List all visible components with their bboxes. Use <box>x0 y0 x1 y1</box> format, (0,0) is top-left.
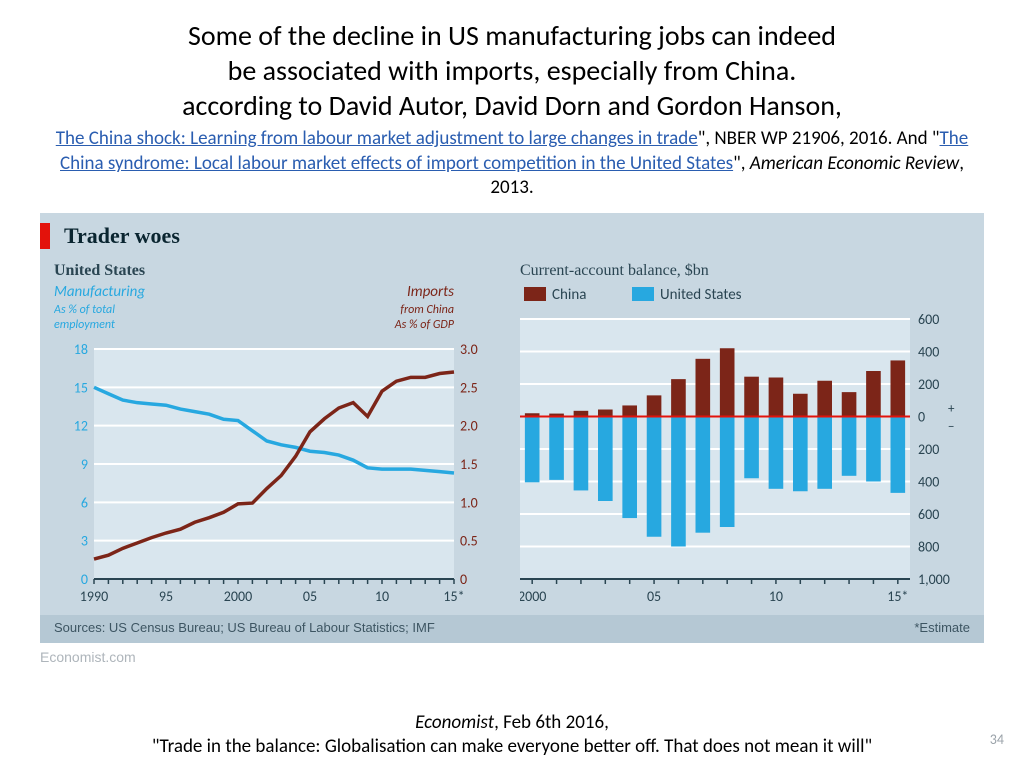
title-line1: Some of the decline in US manufacturing … <box>188 18 836 53</box>
svg-text:3: 3 <box>81 533 88 550</box>
chart-title: Trader woes <box>64 223 180 249</box>
economist-watermark: Economist.com <box>40 649 136 665</box>
citation-text-1: ", NBER WP 21906, 2016. And " <box>698 127 940 150</box>
svg-text:95: 95 <box>159 588 173 601</box>
footer-source: Economist <box>415 711 494 734</box>
svg-text:2000: 2000 <box>520 588 546 601</box>
citation-journal: American Economic Review <box>750 152 960 175</box>
svg-text:Imports: Imports <box>407 283 454 301</box>
svg-text:China: China <box>552 286 586 304</box>
svg-text:15*: 15* <box>887 588 908 601</box>
svg-text:15*: 15* <box>443 588 464 601</box>
svg-text:0: 0 <box>81 571 88 588</box>
svg-text:600: 600 <box>918 506 939 523</box>
slide-title: Some of the decline in US manufacturing … <box>40 18 984 123</box>
footer-date: , Feb 6th 2016, <box>494 711 609 734</box>
svg-text:+: + <box>948 402 955 417</box>
citation-text-2: ", <box>733 152 750 175</box>
svg-text:United States: United States <box>660 286 742 304</box>
svg-text:2.0: 2.0 <box>460 418 478 435</box>
citation-link-1[interactable]: The China shock: Learning from labour ma… <box>56 127 698 150</box>
svg-text:As % of GDP: As % of GDP <box>394 318 455 332</box>
svg-text:from China: from China <box>400 303 454 317</box>
title-line3: according to David Autor, David Dorn and… <box>182 88 842 123</box>
svg-text:200: 200 <box>918 376 939 393</box>
red-accent-tab <box>40 223 50 249</box>
sources-bar: Sources: US Census Bureau; US Bureau of … <box>40 615 984 643</box>
svg-text:10: 10 <box>769 588 783 601</box>
svg-text:400: 400 <box>918 474 939 491</box>
svg-text:1,000: 1,000 <box>918 571 950 588</box>
svg-text:2.5: 2.5 <box>460 379 478 396</box>
chart-panel: Trader woes United States Manufacturing As… <box>40 213 984 643</box>
estimate-note: *Estimate <box>914 620 970 638</box>
svg-text:0.5: 0.5 <box>460 533 478 550</box>
svg-text:6: 6 <box>81 494 88 511</box>
svg-text:0: 0 <box>918 409 925 426</box>
left-chart: United States Manufacturing As % of totale… <box>54 261 494 601</box>
svg-text:United States: United States <box>54 262 145 279</box>
svg-text:Manufacturing: Manufacturing <box>54 283 145 301</box>
svg-text:400: 400 <box>918 344 939 361</box>
title-line2: be associated with imports, especially f… <box>228 53 797 88</box>
svg-text:18: 18 <box>74 341 88 358</box>
svg-text:800: 800 <box>918 539 939 556</box>
svg-text:05: 05 <box>647 588 661 601</box>
svg-text:1990: 1990 <box>80 588 108 601</box>
svg-text:3.0: 3.0 <box>460 341 478 358</box>
svg-text:2000: 2000 <box>224 588 252 601</box>
svg-text:10: 10 <box>375 588 389 601</box>
svg-text:600: 600 <box>918 311 939 328</box>
right-chart: Current-account balance, $bn China United … <box>520 261 970 601</box>
footer-caption: Economist, Feb 6th 2016, "Trade in the b… <box>0 711 1024 760</box>
svg-text:15: 15 <box>74 379 88 396</box>
svg-text:employment: employment <box>54 318 116 332</box>
citations-block: The China shock: Learning from labour ma… <box>40 127 984 201</box>
svg-text:05: 05 <box>303 588 317 601</box>
svg-text:200: 200 <box>918 441 939 458</box>
svg-text:1.5: 1.5 <box>460 456 478 473</box>
svg-text:12: 12 <box>74 418 88 435</box>
page-number: 34 <box>990 731 1004 748</box>
svg-text:As % of total: As % of total <box>54 303 115 317</box>
svg-text:0: 0 <box>460 571 467 588</box>
svg-text:1.0: 1.0 <box>460 494 478 511</box>
svg-text:−: − <box>948 420 954 435</box>
svg-text:9: 9 <box>81 456 88 473</box>
footer-quote: "Trade in the balance: Globalisation can… <box>152 735 872 758</box>
svg-text:Current-account balance, $bn: Current-account balance, $bn <box>520 262 709 279</box>
sources-text: Sources: US Census Bureau; US Bureau of … <box>54 620 435 638</box>
